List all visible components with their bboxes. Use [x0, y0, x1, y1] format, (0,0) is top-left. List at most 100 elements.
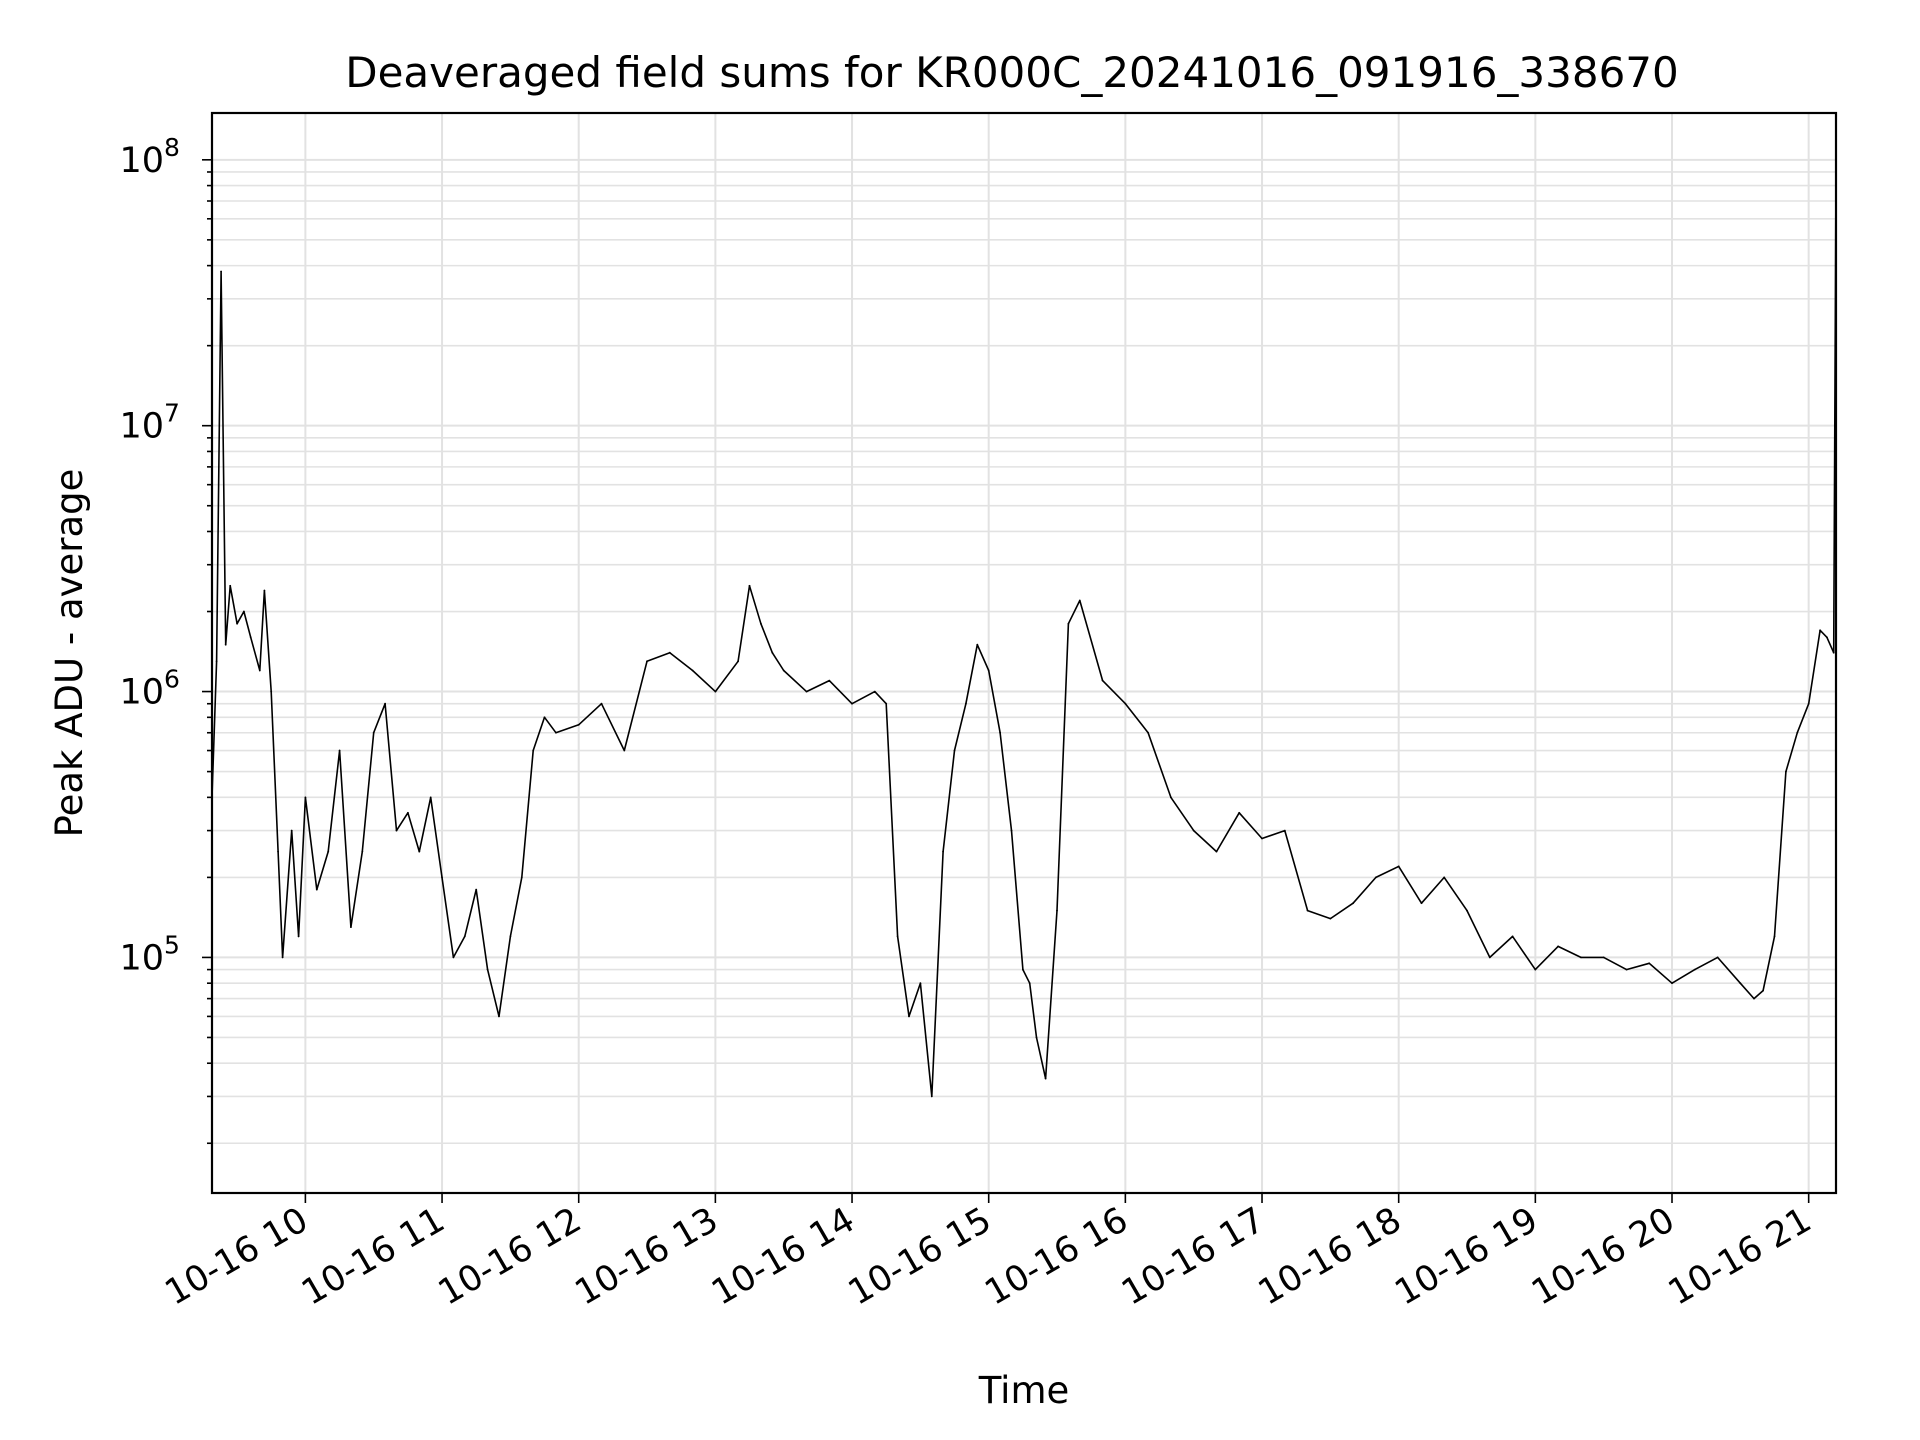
data-point — [987, 669, 990, 672]
data-point — [1261, 837, 1263, 840]
data-point — [714, 690, 717, 693]
data-point — [220, 270, 223, 273]
data-point — [1078, 599, 1081, 602]
data-point — [350, 926, 352, 928]
grid-layer — [212, 113, 1836, 1193]
data-point — [236, 622, 239, 625]
data-point — [1329, 917, 1332, 920]
data-point — [1010, 829, 1013, 832]
data-layer — [211, 171, 1837, 1098]
y-tick-label-base: 10 — [119, 141, 164, 181]
data-point — [691, 669, 694, 672]
data-point — [1192, 829, 1195, 832]
data-point — [429, 796, 432, 799]
data-point — [555, 731, 557, 734]
data-point — [1022, 968, 1024, 971]
data-point — [1534, 968, 1537, 971]
data-point — [1796, 731, 1799, 734]
data-point — [1443, 876, 1446, 879]
data-point — [1826, 636, 1828, 639]
data-point — [1557, 945, 1559, 948]
data-point — [1511, 935, 1514, 938]
data-point — [1716, 956, 1719, 959]
data-point — [315, 888, 318, 891]
data-point — [1044, 1077, 1047, 1080]
data-point — [1602, 956, 1605, 959]
data-point — [1375, 876, 1377, 879]
data-point — [1488, 956, 1491, 959]
data-point — [1124, 702, 1127, 705]
data-point — [760, 622, 762, 625]
data-point — [281, 956, 284, 959]
data-point — [277, 850, 279, 853]
data-point — [748, 584, 751, 587]
data-point — [999, 731, 1001, 734]
data-point — [805, 690, 808, 693]
data-point — [1067, 622, 1070, 625]
data-point — [737, 660, 739, 663]
data-point — [1807, 702, 1810, 705]
data-point — [1035, 1036, 1038, 1039]
data-point — [407, 811, 409, 814]
data-point — [623, 749, 626, 752]
data-point — [297, 935, 300, 938]
data-point — [249, 636, 252, 639]
data-point — [475, 888, 478, 891]
data-point — [1580, 956, 1582, 959]
data-point — [965, 702, 967, 705]
chart-title: Deaveraged field sums for KR000C_2024101… — [345, 48, 1679, 97]
y-tick-label-base: 10 — [119, 673, 164, 713]
data-point — [1283, 829, 1286, 832]
data-point — [577, 723, 580, 726]
data-point — [384, 702, 386, 705]
data-point — [441, 876, 443, 879]
data-point — [1625, 968, 1628, 971]
data-point — [1785, 770, 1787, 773]
data-point — [229, 584, 232, 587]
y-tick-label-exponent: 7 — [164, 399, 180, 428]
data-point — [1056, 909, 1058, 912]
y-tick-label-exponent: 5 — [164, 930, 180, 959]
data-point — [1819, 629, 1821, 632]
data-point — [782, 669, 785, 672]
data-point — [372, 731, 375, 734]
data-point — [1466, 909, 1468, 912]
data-point — [646, 660, 648, 663]
data-point — [509, 935, 512, 938]
data-point — [668, 651, 671, 654]
y-tick-label: 10 5 — [119, 930, 179, 978]
y-tick-label-base: 10 — [119, 938, 164, 978]
data-point — [1215, 850, 1218, 853]
data-point — [1352, 902, 1354, 905]
data-point — [942, 850, 944, 853]
data-point — [1028, 982, 1031, 985]
data-point — [976, 643, 979, 646]
y-tick-label-base: 10 — [119, 407, 164, 447]
data-point — [1762, 989, 1764, 992]
data-point — [215, 660, 218, 663]
data-point — [896, 935, 899, 938]
data-point — [1147, 731, 1149, 734]
data-point — [908, 1015, 910, 1018]
data-point — [304, 796, 307, 799]
data-point — [463, 935, 466, 938]
data-point — [486, 968, 489, 971]
y-tick-label: 10 7 — [119, 399, 179, 447]
data-point — [243, 610, 245, 613]
data-point — [851, 702, 853, 705]
y-tick-label: 10 8 — [119, 133, 179, 181]
data-point — [1693, 968, 1696, 971]
data-point — [1238, 811, 1241, 814]
data-point — [258, 669, 261, 672]
data-point — [1753, 997, 1755, 1000]
data-point — [327, 850, 330, 853]
data-point — [263, 589, 266, 592]
data-point — [224, 643, 227, 646]
data-point — [395, 829, 398, 832]
series-line — [211, 171, 1837, 1098]
data-point — [338, 749, 341, 752]
data-point — [498, 1015, 500, 1018]
data-point — [270, 690, 273, 693]
data-point — [1420, 902, 1423, 905]
data-point — [873, 690, 876, 693]
